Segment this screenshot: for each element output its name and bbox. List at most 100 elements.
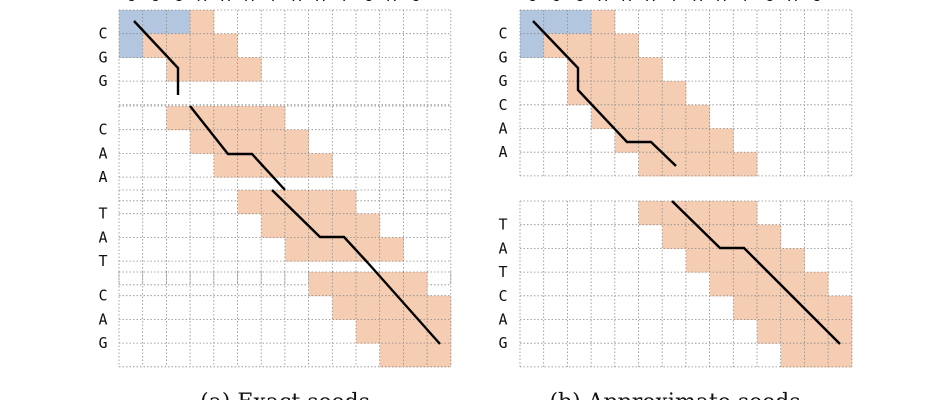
query-letter: T xyxy=(98,252,107,270)
query-letter: A xyxy=(98,144,107,162)
query-letter: T xyxy=(498,263,507,281)
band-cell xyxy=(685,248,711,273)
band-cell xyxy=(614,33,639,58)
band-cell xyxy=(757,272,782,297)
band-cell xyxy=(142,33,167,58)
ref-letter: T xyxy=(741,0,750,5)
seed-cell xyxy=(119,33,144,58)
alignment-path xyxy=(271,189,369,264)
band-cell xyxy=(356,319,381,344)
band-cell xyxy=(733,248,758,273)
band-cell xyxy=(804,272,829,297)
band-cell xyxy=(332,272,357,297)
band-cell xyxy=(261,129,286,154)
band-cell xyxy=(379,343,404,368)
band-cell xyxy=(379,272,404,297)
caption-exact-seeds: (a) Exact seeds xyxy=(200,390,370,400)
seed-cell xyxy=(543,10,568,35)
band-cell xyxy=(308,213,333,238)
query-letter: A xyxy=(498,311,507,329)
ref-letter: A xyxy=(292,0,301,5)
alignment-path xyxy=(671,200,841,345)
band-cell xyxy=(780,248,805,273)
band-cell xyxy=(308,153,333,178)
band-cell xyxy=(403,272,428,297)
query-letter: C xyxy=(498,96,507,114)
band-cell xyxy=(427,319,452,344)
seed-cell xyxy=(520,33,545,58)
band-cell xyxy=(804,343,829,368)
band-cell xyxy=(828,295,853,320)
band-cell xyxy=(308,190,333,215)
ref-letter: T xyxy=(269,0,278,5)
band-cell xyxy=(614,57,639,82)
band-cell xyxy=(757,248,782,273)
band-cell xyxy=(828,343,853,368)
ref-letter: G xyxy=(575,0,584,5)
band-cell xyxy=(591,57,616,82)
band-cell xyxy=(709,152,734,177)
band-cell xyxy=(284,190,310,215)
band-cell xyxy=(733,295,758,320)
band-cell xyxy=(284,129,310,154)
band-cell xyxy=(190,10,215,35)
ref-letter: G xyxy=(174,0,183,5)
ref-letter: T xyxy=(670,0,679,5)
caption-approximate-seeds: (b) Approximate seeds xyxy=(549,390,800,400)
dp-block: CAA xyxy=(98,105,452,202)
band-cell xyxy=(804,319,829,344)
ref-letter: A xyxy=(622,0,631,5)
query-letter: C xyxy=(98,25,107,43)
band-cell xyxy=(356,213,381,238)
band-cell xyxy=(237,57,262,82)
query-letter: G xyxy=(98,72,107,90)
band-cell xyxy=(638,57,663,82)
band-cell xyxy=(733,201,758,226)
band-cell xyxy=(261,190,286,215)
band-cell xyxy=(261,106,286,131)
band-cell xyxy=(332,237,357,262)
alignment-path xyxy=(532,20,677,167)
band-cell xyxy=(379,237,404,262)
band-cell xyxy=(284,213,310,238)
ref-letter: G xyxy=(126,0,135,5)
band-cell xyxy=(757,319,782,344)
query-letter: G xyxy=(98,334,107,352)
query-letter: C xyxy=(498,287,507,305)
band-cell xyxy=(356,237,381,262)
band-cell xyxy=(662,104,687,129)
band-cell xyxy=(591,33,616,58)
query-letter: A xyxy=(98,228,107,246)
query-letter: G xyxy=(498,72,507,90)
band-cell xyxy=(284,237,310,262)
band-cell xyxy=(757,295,782,320)
band-cell xyxy=(427,295,452,320)
ref-letter: A xyxy=(245,0,254,5)
ref-letter: A xyxy=(221,0,230,5)
seed-cell xyxy=(166,10,191,35)
band-cell xyxy=(332,295,357,320)
ref-letter: A xyxy=(717,0,726,5)
band-cell xyxy=(709,201,734,226)
band-cell xyxy=(213,153,238,178)
band-cell xyxy=(780,295,805,320)
alignment-path xyxy=(367,262,441,345)
dp-block: CGG xyxy=(98,9,452,106)
band-cell xyxy=(190,33,215,58)
band-cell xyxy=(166,33,191,58)
band-cell xyxy=(709,272,734,297)
band-cell xyxy=(662,81,687,106)
panel-exact-seeds: GCGAAATAATCAGCGGCAATATCAG xyxy=(98,0,452,368)
seed-cell xyxy=(142,10,167,35)
band-cell xyxy=(733,224,758,249)
panel-approximate-seeds: GCGAAATAATCAGCGGCAATATCAG xyxy=(498,0,853,368)
band-cell xyxy=(685,152,711,177)
band-cell xyxy=(638,104,663,129)
band-cell xyxy=(685,201,711,226)
ref-letter: G xyxy=(411,0,420,5)
band-cell xyxy=(709,128,734,153)
alignment-path xyxy=(133,20,180,95)
